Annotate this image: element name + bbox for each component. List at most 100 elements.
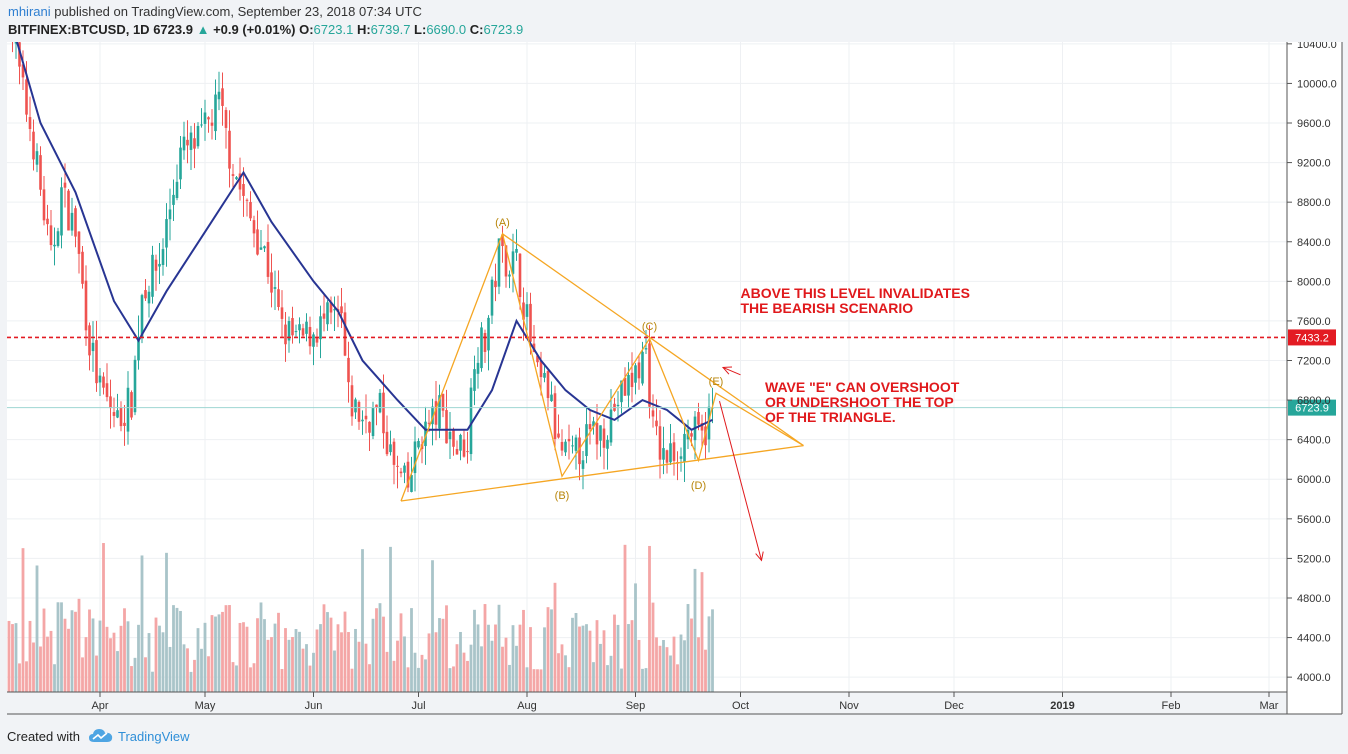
candle-body	[273, 287, 277, 289]
candle-body	[112, 412, 116, 416]
candle-body	[214, 94, 217, 132]
volume-bar	[375, 608, 378, 692]
volume-bar	[368, 664, 371, 692]
candle-body	[368, 421, 371, 433]
candle-body	[301, 328, 305, 336]
candle-body	[399, 471, 403, 474]
candle-body	[235, 177, 238, 180]
x-tick-label: Nov	[839, 700, 859, 712]
candle-body	[294, 331, 298, 333]
annotation-arrow	[722, 366, 741, 376]
volume-bar	[235, 665, 238, 692]
volume-bar	[168, 646, 172, 692]
volume-bar	[515, 645, 518, 692]
time-axis[interactable]: Apr May Jun Jul Aug Sep Oct Nov Dec 2019 Feb Mar	[91, 692, 1279, 712]
volume-bar	[452, 666, 455, 692]
volume-bar	[690, 618, 693, 692]
volume-bar	[592, 662, 595, 692]
candle-body	[462, 439, 466, 457]
volume-bar	[273, 623, 277, 692]
volume-bar	[483, 604, 487, 692]
volume-bar	[280, 669, 284, 692]
volume-bar	[98, 620, 102, 692]
volume-bar	[175, 607, 179, 692]
candle-body	[375, 404, 378, 408]
volume-bar	[287, 639, 291, 692]
candle-body	[602, 428, 606, 448]
volume-bar	[336, 624, 340, 692]
volume-bar	[630, 620, 634, 692]
candle-body	[508, 274, 511, 277]
candle-body	[21, 64, 25, 78]
volume-bar	[214, 616, 217, 692]
volume-bar	[242, 622, 245, 692]
volume-bar	[536, 669, 539, 692]
volume-bar	[81, 657, 84, 692]
volume-bar	[189, 671, 193, 692]
candle-body	[196, 125, 200, 147]
volume-bar	[620, 668, 623, 692]
candle-body	[315, 337, 319, 343]
price-chart[interactable]: 7433.2 6723.9 (A) (B) (C) (D) (E) ABOVE THIS LE…	[0, 42, 1348, 718]
tradingview-link[interactable]: TradingView	[118, 729, 190, 744]
volume-bar	[319, 624, 322, 692]
price-axis-background	[1287, 42, 1342, 714]
volume-bar	[305, 644, 308, 692]
moving-average	[16, 42, 713, 431]
volume-bar	[315, 629, 319, 692]
x-tick-label: Aug	[517, 700, 537, 712]
volume-bar	[574, 613, 578, 692]
author-link[interactable]: mhirani	[8, 4, 51, 19]
volume-bar	[707, 616, 711, 692]
volume-bar	[585, 624, 588, 692]
candle-body	[567, 438, 571, 442]
candle-body	[651, 410, 655, 417]
y-tick-label: 9200.0	[1297, 158, 1331, 170]
volume-bar	[35, 565, 39, 692]
candle-body	[550, 394, 553, 402]
volume-bar	[441, 618, 445, 692]
annotation-text: ABOVE THIS LEVEL INVALIDATES	[741, 285, 970, 301]
candle-body	[284, 324, 287, 345]
candle-body	[340, 306, 343, 314]
candle-body	[28, 117, 32, 129]
candle-body	[18, 42, 21, 67]
volume-bar	[637, 639, 641, 692]
volume-bar	[259, 602, 263, 692]
candle-body	[249, 202, 252, 219]
chart-header: mhirani published on TradingView.com, Se…	[0, 0, 1348, 42]
candle-body	[497, 238, 501, 287]
candle-body	[459, 434, 462, 451]
x-tick-label: May	[195, 700, 216, 712]
candlesticks	[12, 42, 714, 493]
volume-bar	[669, 655, 672, 692]
volume-bars	[7, 543, 714, 692]
candle-body	[546, 371, 550, 399]
candle-body	[329, 301, 333, 313]
candle-body	[606, 439, 609, 449]
y-tick-label: 7200.0	[1297, 356, 1331, 368]
candle-body	[175, 181, 179, 198]
y-tick-label: 4800.0	[1297, 593, 1331, 605]
volume-bar	[263, 619, 266, 692]
candle-body	[599, 425, 602, 441]
candle-body	[322, 313, 326, 319]
candle-body	[620, 380, 623, 403]
x-tick-label: Feb	[1162, 700, 1181, 712]
volume-bar	[67, 628, 70, 692]
volume-bar	[417, 667, 420, 692]
candle-body	[371, 407, 375, 437]
volume-bar	[665, 647, 669, 692]
wave-path	[400, 231, 804, 502]
candle-body	[98, 375, 102, 383]
price-axis[interactable]: 10400.0 10000.0 9600.0 9200.0 8800.0 8400.0 80…	[1287, 42, 1337, 684]
volume-bar	[249, 667, 252, 692]
volume-bar	[455, 644, 459, 692]
candle-body	[70, 212, 74, 231]
volume-bar	[658, 645, 662, 692]
candle-body	[515, 248, 518, 253]
volume-bar	[252, 663, 256, 692]
volume-bar	[595, 620, 599, 692]
x-tick-label: Apr	[91, 700, 108, 712]
volume-bar	[613, 614, 616, 692]
